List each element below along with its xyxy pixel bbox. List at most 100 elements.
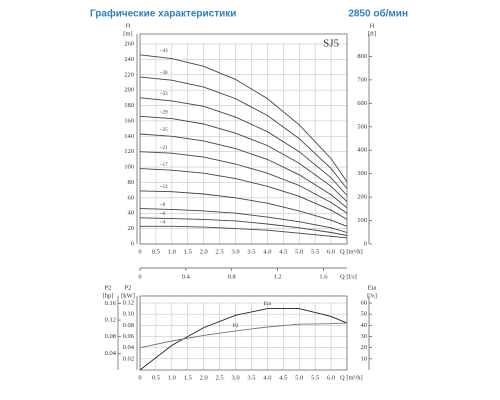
x-tick-label: 0.5: [152, 248, 160, 255]
y-tick-label: 0: [131, 240, 134, 247]
y2-axis-unit: [ft]: [368, 30, 376, 37]
y-tick-label: 240: [124, 56, 134, 63]
curve: [139, 190, 348, 227]
x-tick-label: 4.5: [279, 374, 287, 381]
x-tick-label: 0: [138, 374, 141, 381]
x-tick-label: 4.5: [279, 248, 287, 255]
y-tick-label: 0.04: [123, 344, 135, 351]
curve: [139, 308, 348, 371]
x2-tick-label: 1.6: [319, 273, 328, 280]
plot-frame: [139, 33, 348, 245]
curve-label: Eta: [264, 301, 272, 307]
curve: [139, 151, 348, 214]
y-tick-label: 160: [124, 117, 134, 124]
y-axis-unit: [kW]: [121, 292, 135, 299]
y-tick-label: 0.08: [123, 322, 134, 329]
y2-tick-label: 30: [361, 333, 368, 340]
x-tick-label: 1.0: [168, 374, 176, 381]
y2-tick-label: 500: [357, 123, 367, 130]
y3-tick-label: 0.16: [105, 300, 117, 307]
curve-label: ~38: [160, 71, 168, 76]
x-tick-label: 1.5: [184, 374, 192, 381]
curve-label: ~6: [160, 212, 166, 217]
curve: [139, 322, 348, 349]
y3-axis-unit: [hp]: [103, 292, 114, 299]
x-axis-label: Q [m³/h]: [340, 374, 363, 381]
x-tick-label: 3.5: [247, 374, 255, 381]
x-tick-label: 3.0: [231, 248, 239, 255]
x-tick-label: 6.0: [327, 248, 335, 255]
curve: [139, 208, 348, 233]
y2-tick-label: 0: [364, 240, 367, 247]
y2-tick-label: 400: [357, 147, 367, 154]
x-tick-label: 5.0: [295, 248, 303, 255]
y-tick-label: 0.06: [123, 333, 135, 340]
x-tick-label: 6.0: [327, 374, 335, 381]
curve: [139, 115, 348, 203]
x-tick-label: 3.0: [231, 374, 239, 381]
chart-label: SJ5: [323, 38, 339, 50]
x-tick-label: 3.5: [247, 248, 255, 255]
y2-tick-label: 800: [357, 53, 367, 60]
curve: [139, 54, 348, 182]
y-tick-label: 0.12: [123, 299, 134, 306]
y-tick-label: 80: [128, 179, 135, 186]
y-tick-label: 180: [124, 102, 134, 109]
y-axis-label: H: [126, 22, 131, 29]
y-axis-label: P2: [125, 284, 132, 291]
y2-tick-label: 20: [361, 344, 368, 351]
x-tick-label: 0: [138, 248, 141, 255]
y2-tick-label: 700: [357, 76, 367, 83]
y-tick-label: 200: [124, 87, 134, 94]
y-tick-label: 0.10: [123, 311, 134, 318]
y3-tick-label: 0.12: [105, 317, 116, 324]
y2-tick-label: 10: [361, 355, 368, 362]
y2-tick-label: 200: [357, 194, 367, 201]
curve-label: ~8: [160, 203, 166, 208]
x-tick-label: 1.5: [184, 248, 192, 255]
x-tick-label: 2.0: [200, 248, 208, 255]
y2-tick-label: 600: [357, 100, 367, 107]
curve-label: ~29: [160, 110, 168, 115]
x2-tick-label: 0.4: [182, 273, 191, 280]
curve-label: ~4: [160, 220, 166, 225]
y2-tick-label: 60: [361, 299, 368, 306]
y-tick-label: 140: [124, 133, 134, 140]
y2-tick-label: 300: [357, 170, 367, 177]
y3-axis-label: P2: [105, 284, 112, 291]
curve: [139, 133, 348, 209]
y3-tick-label: 0.08: [105, 333, 116, 340]
curve: [139, 168, 348, 220]
curve-label: ~33: [160, 92, 168, 97]
x2-tick-label: 0.8: [228, 273, 236, 280]
x-tick-label: 2.5: [216, 374, 224, 381]
y-axis-unit: [m]: [123, 30, 132, 37]
curve: [139, 76, 348, 189]
curve-label: ~12: [160, 185, 168, 190]
x2-tick-label: 1.2: [273, 273, 281, 280]
y-tick-label: 220: [124, 71, 134, 78]
y-tick-label: 0.02: [123, 355, 134, 362]
x-tick-label: 4.0: [263, 248, 271, 255]
y3-tick-label: 0.04: [105, 350, 117, 357]
curve-label: ~17: [160, 163, 168, 168]
curve-label: ~25: [160, 128, 168, 133]
curve: [140, 225, 348, 239]
x2-axis-label: Q [l/s]: [340, 273, 357, 280]
plot-frame: [139, 295, 348, 371]
y2-axis-label: H: [370, 22, 375, 29]
curve-label: ~21: [160, 146, 168, 151]
x-tick-label: 2.0: [200, 374, 208, 381]
x-tick-label: 5.5: [311, 374, 319, 381]
curve: [139, 97, 348, 196]
y2-tick-label: 100: [357, 217, 367, 224]
x-tick-label: 5.0: [295, 374, 303, 381]
y2-axis-unit: [%]: [367, 292, 377, 299]
header-title: Графические характеристики: [90, 8, 236, 20]
y-tick-label: 60: [128, 194, 135, 201]
y-tick-label: 20: [128, 225, 135, 232]
y2-tick-label: 40: [361, 322, 368, 329]
y2-tick-label: 50: [361, 311, 368, 318]
curve: [139, 217, 348, 236]
